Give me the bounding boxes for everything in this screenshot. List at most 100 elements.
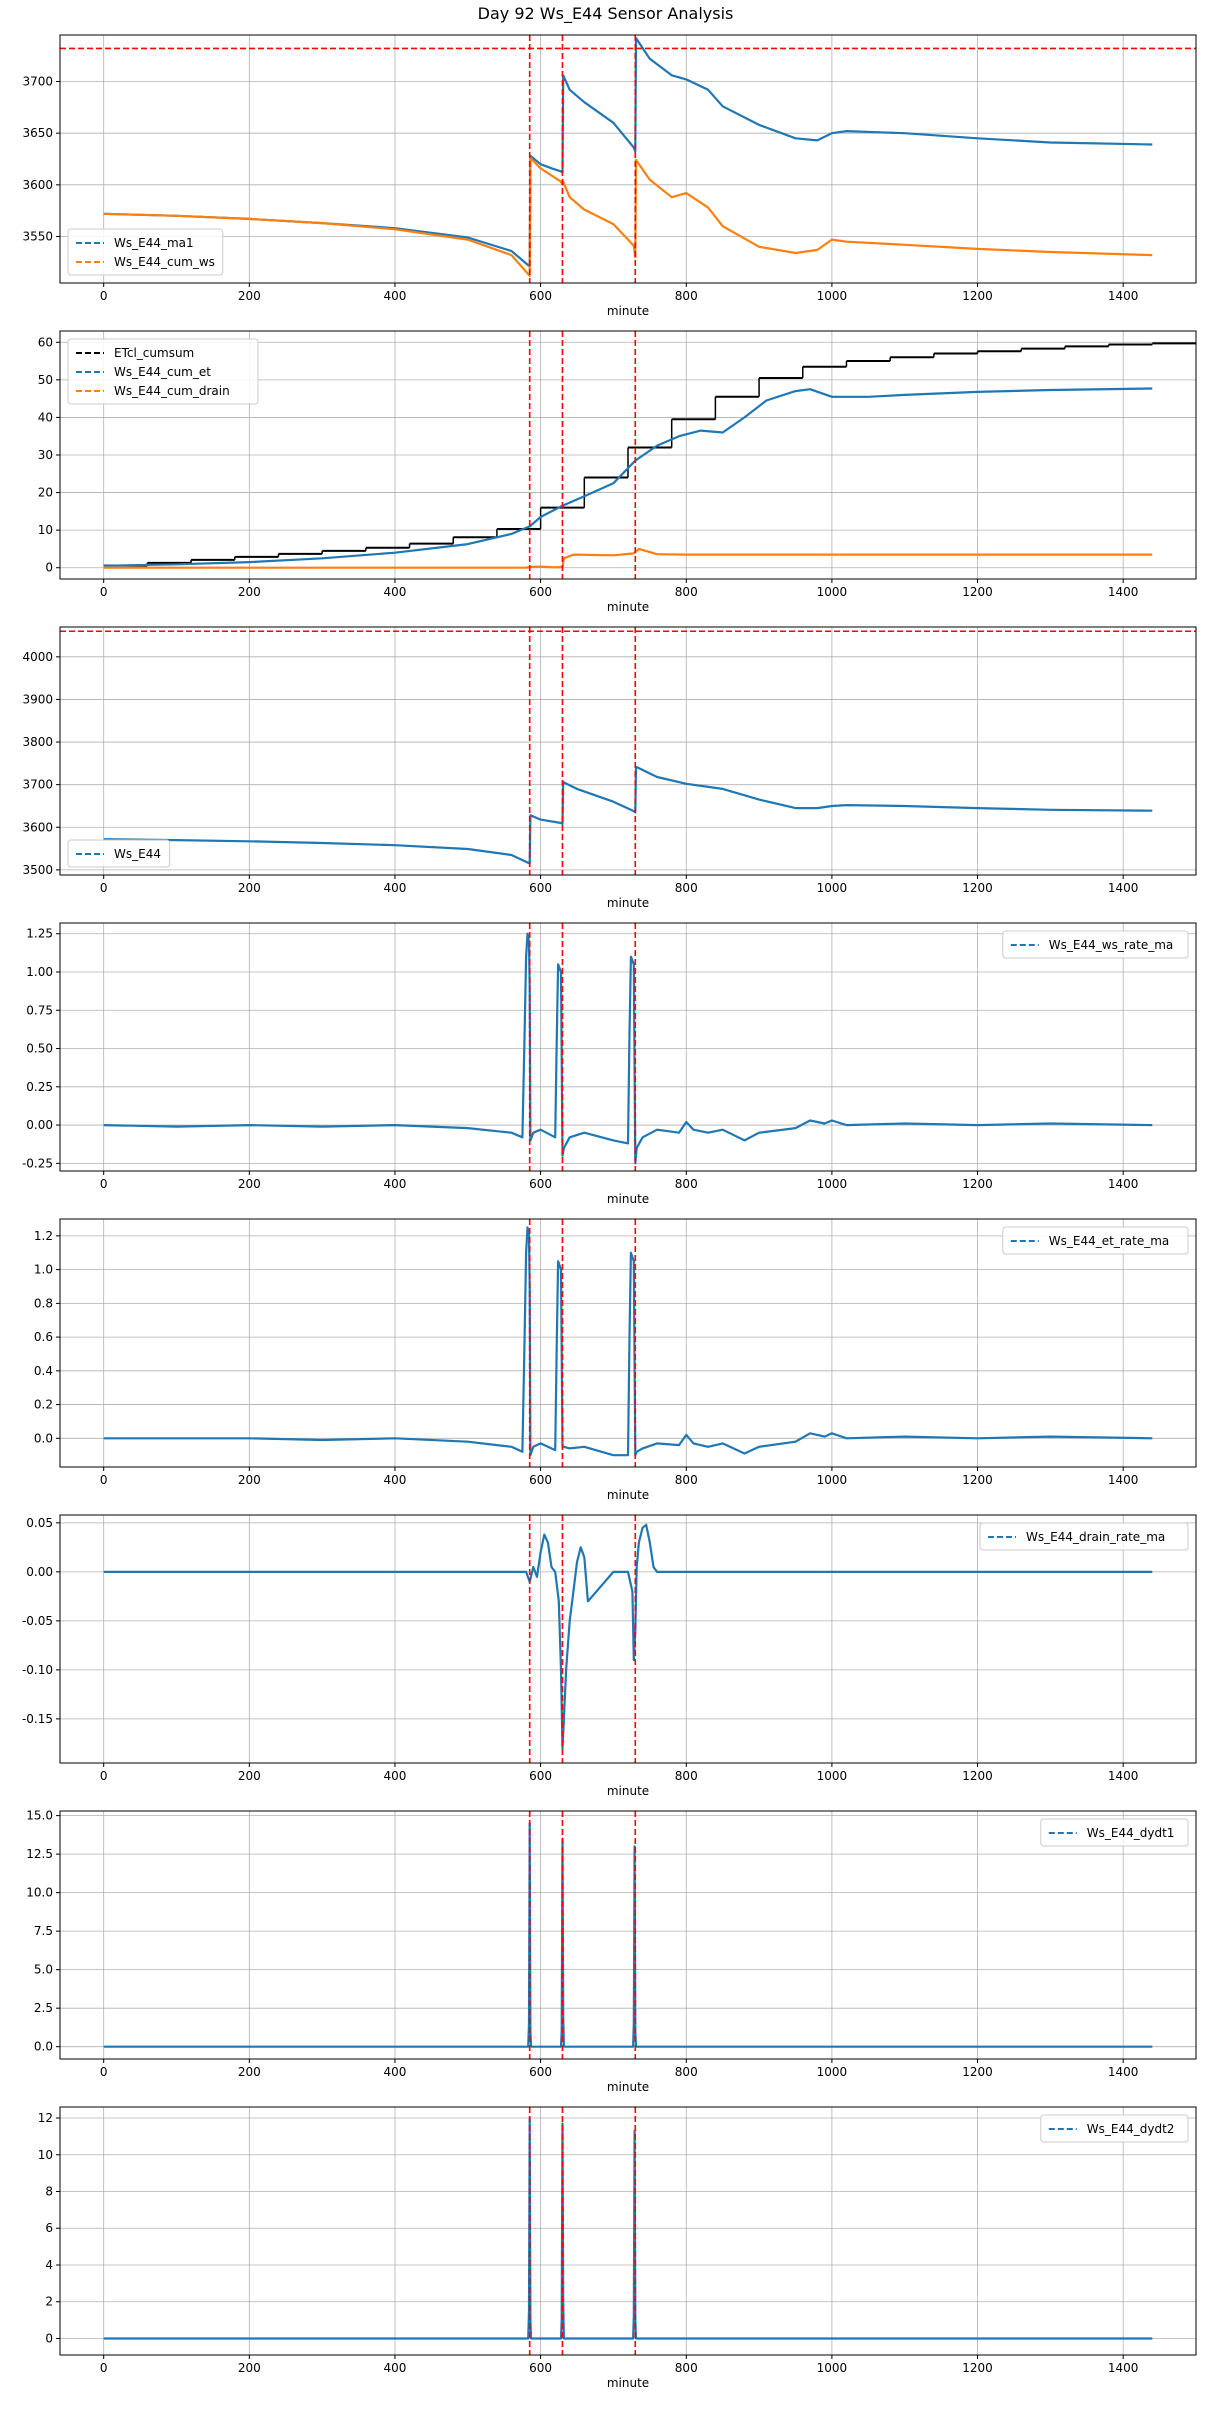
grid xyxy=(60,35,1196,283)
x-tick-label: 0 xyxy=(100,1769,108,1783)
y-tick-label: 0.4 xyxy=(34,1364,53,1378)
legend: Ws_E44_ma1 Ws_E44_cum_ws xyxy=(67,228,224,276)
y-tick-label: 10 xyxy=(38,523,53,537)
legend-label: Ws_E44_ma1 xyxy=(114,236,194,250)
y-tick-label: 0.6 xyxy=(34,1330,53,1344)
y-tick-label: 15.0 xyxy=(26,1809,53,1823)
x-axis-label: minute xyxy=(607,2376,649,2389)
x-tick-label: 600 xyxy=(529,2361,552,2375)
y-tick-label: -0.05 xyxy=(22,1614,53,1628)
y-tick-label: 0.05 xyxy=(26,1516,53,1530)
x-tick-label: 1200 xyxy=(962,289,993,303)
x-tick-label: 1000 xyxy=(817,2361,848,2375)
plot-area xyxy=(103,1822,1153,2048)
y-tick-label: 1.00 xyxy=(26,965,53,979)
grid xyxy=(60,1515,1196,1763)
plot-area xyxy=(103,342,1196,569)
y-tick-label: 10 xyxy=(38,2148,53,2162)
y-tick-label: 3550 xyxy=(22,230,53,244)
legend-box xyxy=(67,839,171,868)
x-tick-label: 200 xyxy=(238,1769,261,1783)
x-tick-label: 1200 xyxy=(962,1177,993,1191)
legend: Ws_E44_dydt1 xyxy=(1040,1818,1189,1847)
x-tick-label: 1000 xyxy=(817,1769,848,1783)
axes-frame xyxy=(59,1514,1197,1764)
y-tick-label: 1.0 xyxy=(34,1263,53,1277)
x-tick-label: 0 xyxy=(100,881,108,895)
legend-box xyxy=(1002,930,1189,959)
x-tick-label: 400 xyxy=(384,1473,407,1487)
y-tick-label: 12 xyxy=(38,2111,53,2125)
axes-frame xyxy=(59,1810,1197,2060)
x-tick-label: 1000 xyxy=(817,881,848,895)
x-tick-label: 800 xyxy=(675,1473,698,1487)
y-tick-label: 0.00 xyxy=(26,1565,53,1579)
x-axis-label: minute xyxy=(607,896,649,909)
x-tick-label: 1200 xyxy=(962,1769,993,1783)
y-tick-label: 50 xyxy=(38,373,53,387)
legend-label: Ws_E44_dydt1 xyxy=(1087,1826,1175,1840)
plot-area xyxy=(103,765,1153,865)
grid xyxy=(60,627,1196,875)
page-title: Day 92 Ws_E44 Sensor Analysis xyxy=(477,4,734,23)
x-tick-label: 1400 xyxy=(1108,585,1139,599)
plot-area xyxy=(103,37,1153,277)
legend: Ws_E44_et_rate_ma xyxy=(1002,1226,1189,1255)
y-tick-label: 4 xyxy=(45,2258,53,2272)
legend: ETcl_cumsum Ws_E44_cum_et Ws_E44_cum_drain xyxy=(67,338,259,405)
x-tick-label: 400 xyxy=(384,289,407,303)
x-tick-label: 600 xyxy=(529,585,552,599)
grid xyxy=(60,1811,1196,2059)
x-tick-label: 1000 xyxy=(817,1177,848,1191)
series-line xyxy=(103,932,1153,1165)
x-tick-label: 1200 xyxy=(962,2361,993,2375)
x-tick-label: 0 xyxy=(100,289,108,303)
x-tick-label: 1200 xyxy=(962,1473,993,1487)
legend-label: Ws_E44_cum_drain xyxy=(114,384,230,398)
x-tick-label: 0 xyxy=(100,1473,108,1487)
series-line xyxy=(103,765,1153,865)
y-tick-label: 0.0 xyxy=(34,1431,53,1445)
axes-frame xyxy=(59,2106,1197,2356)
y-tick-label: 1.2 xyxy=(34,1229,53,1243)
legend: Ws_E44_drain_rate_ma xyxy=(979,1522,1189,1551)
chart-panel-7: 0 200 400 600 800 1000 1200 1400 0.0 2.5 5.0 7.5 10.… xyxy=(26,1809,1197,2093)
legend-label: Ws_E44_dydt2 xyxy=(1087,2122,1175,2136)
chart-panel-2: 0 200 400 600 800 1000 1200 1400 0 10 20 30 40 50 60 mi… xyxy=(38,330,1197,613)
series-line xyxy=(103,2116,1153,2340)
x-tick-label: 1400 xyxy=(1108,2065,1139,2079)
y-tick-label: 3700 xyxy=(22,778,53,792)
y-tick-label: 3900 xyxy=(22,692,53,706)
chart-panel-6: 0 200 400 600 800 1000 1200 1400 -0.15 -0.10 -0.05… xyxy=(22,1514,1197,1797)
y-tick-label: -0.25 xyxy=(22,1156,53,1170)
series-line xyxy=(103,547,1153,569)
x-tick-label: 600 xyxy=(529,2065,552,2079)
x-tick-label: 600 xyxy=(529,881,552,895)
chart-panel-3: 0 200 400 600 800 1000 1200 1400 3500 3600 3700 380… xyxy=(22,626,1197,909)
x-tick-label: 1000 xyxy=(817,2065,848,2079)
plot-area xyxy=(103,2116,1153,2340)
legend-label: ETcl_cumsum xyxy=(114,346,194,360)
chart-panel-1: 0 200 400 600 800 1000 1200 1400 3550 3600 3650 370… xyxy=(22,34,1197,317)
x-tick-label: 200 xyxy=(238,2361,261,2375)
x-tick-label: 600 xyxy=(529,289,552,303)
y-tick-label: 0.75 xyxy=(26,1003,53,1017)
y-tick-label: 3500 xyxy=(22,863,53,877)
legend: Ws_E44_dydt2 xyxy=(1040,2114,1189,2143)
x-tick-label: 1400 xyxy=(1108,1769,1139,1783)
x-tick-label: 800 xyxy=(675,1769,698,1783)
x-tick-label: 1400 xyxy=(1108,881,1139,895)
x-axis-label: minute xyxy=(607,1192,649,1205)
x-tick-label: 800 xyxy=(675,585,698,599)
y-tick-label: 0.00 xyxy=(26,1118,53,1132)
x-tick-label: 1400 xyxy=(1108,1473,1139,1487)
x-tick-label: 400 xyxy=(384,2361,407,2375)
x-tick-label: 0 xyxy=(100,1177,108,1191)
chart-panel-5: 0 200 400 600 800 1000 1200 1400 0.0 0.2 0.4 0.6 0.8… xyxy=(34,1218,1197,1501)
legend: Ws_E44 xyxy=(67,839,171,868)
x-tick-label: 0 xyxy=(100,2361,108,2375)
x-tick-label: 1000 xyxy=(817,1473,848,1487)
y-tick-label: 12.5 xyxy=(26,1847,53,1861)
y-tick-label: 3600 xyxy=(22,178,53,192)
plot-area xyxy=(103,1523,1153,1750)
